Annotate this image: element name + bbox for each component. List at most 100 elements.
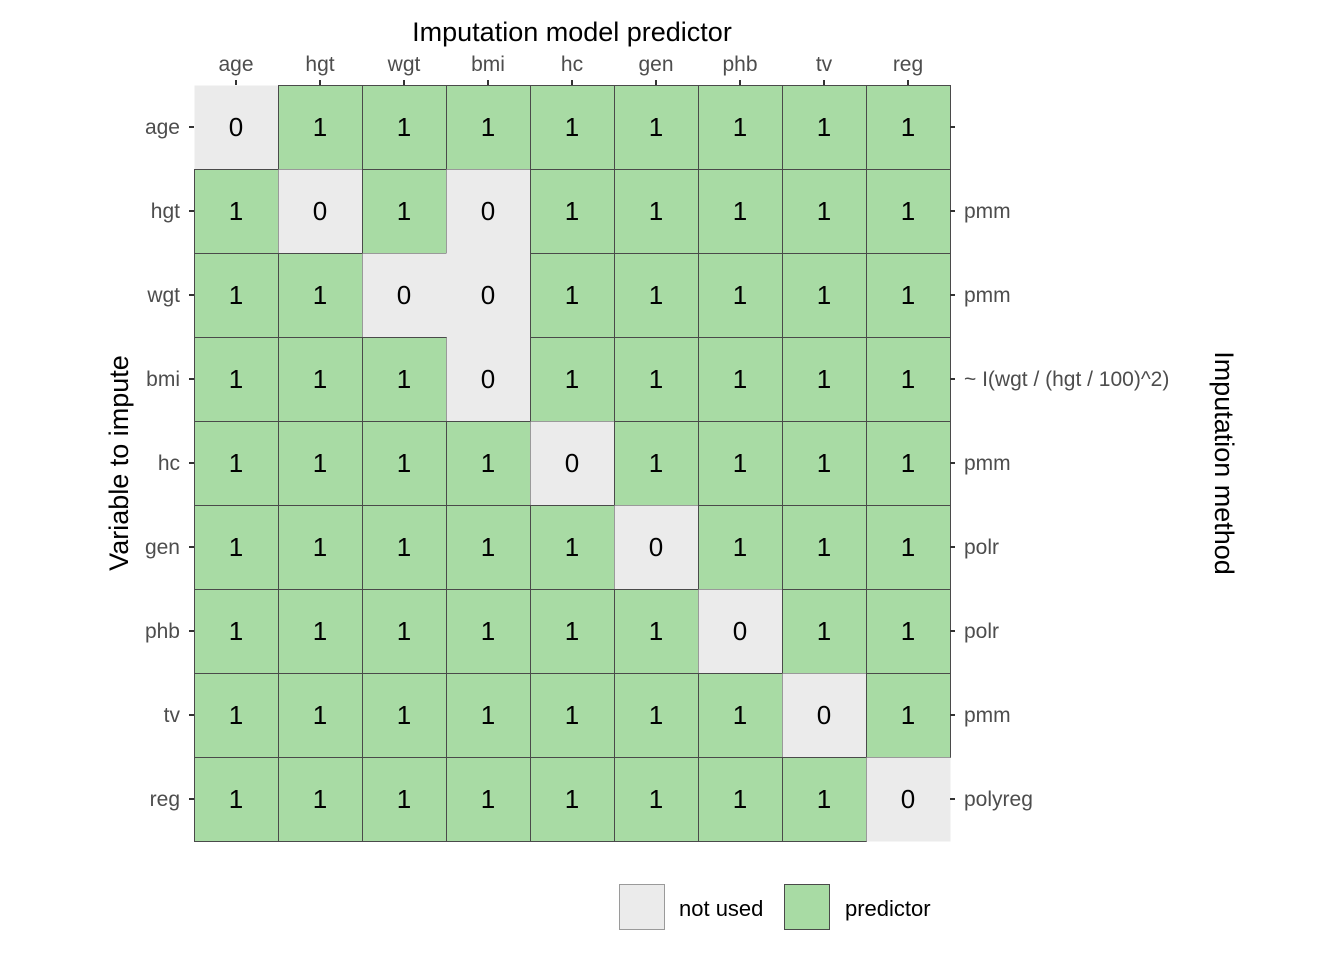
cell-value-label: 1 xyxy=(481,700,495,730)
heatmap-cell xyxy=(362,589,447,674)
cell-value-label: 1 xyxy=(733,700,747,730)
cell-value-label: 1 xyxy=(481,532,495,562)
cell-value-label: 1 xyxy=(565,280,579,310)
heatmap-cell xyxy=(530,589,615,674)
cell-value-label: 1 xyxy=(565,532,579,562)
cell-value-label: 1 xyxy=(901,532,915,562)
heatmap-cell xyxy=(530,421,615,506)
heatmap-cell xyxy=(866,85,951,170)
secondary-y-axis-title: Imputation method xyxy=(1209,351,1239,575)
cell-value-label: 1 xyxy=(229,616,243,646)
heatmap-cell xyxy=(362,505,447,590)
cell-value-label: 1 xyxy=(733,196,747,226)
heatmap-cell xyxy=(278,253,363,338)
y-tick-label: reg xyxy=(150,788,180,811)
heatmap-cell xyxy=(194,85,279,170)
cell-value-label: 1 xyxy=(901,196,915,226)
method-label: pmm xyxy=(964,284,1011,307)
cell-value-label: 0 xyxy=(481,196,495,226)
cell-value-label: 1 xyxy=(733,532,747,562)
x-tick-label: phb xyxy=(722,53,757,76)
method-label: ~ I(wgt / (hgt / 100)^2) xyxy=(964,368,1169,391)
legend-swatch-predictor xyxy=(784,884,830,930)
heatmap-cell xyxy=(530,673,615,758)
cell-value-label: 1 xyxy=(313,784,327,814)
cell-value-label: 1 xyxy=(397,616,411,646)
cell-value-label: 1 xyxy=(901,364,915,394)
legend: not used predictor xyxy=(619,884,931,930)
y-axis-title: Variable to impute xyxy=(104,355,134,571)
cell-value-label: 0 xyxy=(649,532,663,562)
cell-value-label: 1 xyxy=(817,112,831,142)
heatmap-cell xyxy=(782,505,867,590)
cell-value-label: 1 xyxy=(313,448,327,478)
heatmap-cell xyxy=(362,673,447,758)
cell-value-label: 1 xyxy=(649,364,663,394)
y-tick-label: age xyxy=(145,116,180,139)
cell-value-label: 1 xyxy=(229,364,243,394)
method-label: pmm xyxy=(964,200,1011,223)
heatmap-cell xyxy=(698,505,783,590)
x-tick-label: hc xyxy=(561,53,583,76)
heatmap-cell xyxy=(362,253,447,338)
heatmap-cell xyxy=(782,589,867,674)
heatmap-cell xyxy=(530,169,615,254)
heatmap-cell xyxy=(446,169,531,254)
heatmap-cell xyxy=(614,253,699,338)
cell-value-label: 1 xyxy=(313,532,327,562)
cell-value-label: 1 xyxy=(733,448,747,478)
heatmap-cell xyxy=(278,85,363,170)
heatmap-cell xyxy=(614,505,699,590)
heatmap-cell xyxy=(362,85,447,170)
heatmap-cell xyxy=(866,757,951,842)
x-tick-label: tv xyxy=(816,53,833,76)
legend-label-not-used: not used xyxy=(679,896,763,921)
heatmap-cell xyxy=(614,757,699,842)
heatmap-cell xyxy=(782,85,867,170)
y-tick-label: tv xyxy=(164,704,181,727)
x-tick-label: age xyxy=(218,53,253,76)
heatmap-cell xyxy=(614,589,699,674)
heatmap-cell xyxy=(446,589,531,674)
x-axis-title: Imputation model predictor xyxy=(412,17,732,47)
cell-value-label: 0 xyxy=(817,700,831,730)
heatmap-cell xyxy=(530,505,615,590)
heatmap-cell xyxy=(866,169,951,254)
heatmap-cell xyxy=(614,337,699,422)
cell-value-label: 1 xyxy=(649,448,663,478)
cell-value-label: 1 xyxy=(229,532,243,562)
cell-value-label: 1 xyxy=(229,700,243,730)
cell-value-label: 1 xyxy=(901,280,915,310)
heatmap-cell xyxy=(530,757,615,842)
method-label: polr xyxy=(964,536,999,559)
heatmap-cell xyxy=(698,253,783,338)
y-tick-label: hgt xyxy=(151,200,180,223)
heatmap-cell xyxy=(698,421,783,506)
cell-value-label: 1 xyxy=(817,196,831,226)
cell-value-label: 1 xyxy=(313,700,327,730)
cell-value-label: 0 xyxy=(397,280,411,310)
cell-value-label: 1 xyxy=(229,280,243,310)
x-tick-label: gen xyxy=(638,53,673,76)
cell-value-label: 1 xyxy=(649,112,663,142)
y-tick-label: hc xyxy=(158,452,180,475)
cell-value-label: 1 xyxy=(901,112,915,142)
cell-value-label: 1 xyxy=(565,196,579,226)
cell-value-label: 0 xyxy=(481,280,495,310)
heatmap-cell xyxy=(278,421,363,506)
cell-value-label: 1 xyxy=(481,448,495,478)
heatmap-cell xyxy=(194,253,279,338)
heatmap-cell xyxy=(782,673,867,758)
legend-label-predictor: predictor xyxy=(845,896,931,921)
cell-value-label: 1 xyxy=(565,112,579,142)
heatmap-cell xyxy=(278,169,363,254)
x-tick-label: wgt xyxy=(387,53,421,76)
cell-value-label: 1 xyxy=(565,700,579,730)
cell-value-label: 1 xyxy=(313,280,327,310)
cell-value-label: 1 xyxy=(649,616,663,646)
heatmap-cell xyxy=(278,589,363,674)
heatmap-cell xyxy=(278,757,363,842)
heatmap-cell xyxy=(614,421,699,506)
heatmap-cell xyxy=(782,169,867,254)
